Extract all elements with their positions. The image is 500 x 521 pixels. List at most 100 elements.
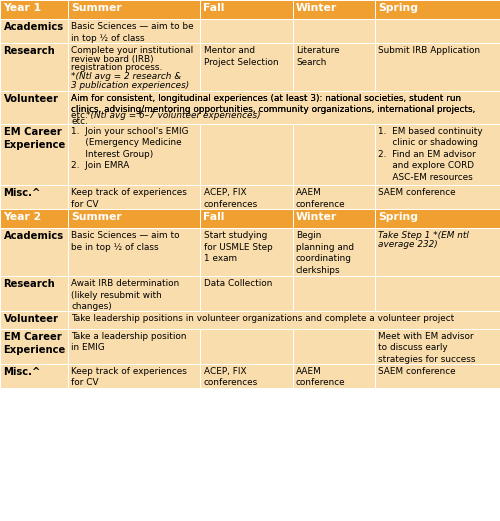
Bar xyxy=(292,209,375,228)
Bar xyxy=(0,43,68,91)
Text: Meet with EM advisor
to discuss early
strategies for success: Meet with EM advisor to discuss early st… xyxy=(378,332,476,364)
Bar xyxy=(200,228,292,276)
Text: Research: Research xyxy=(4,46,55,56)
Bar xyxy=(375,276,500,311)
Bar xyxy=(68,124,200,185)
Text: Year 1: Year 1 xyxy=(4,3,42,13)
Text: Take leadership positions in volunteer organizations and complete a volunteer pr: Take leadership positions in volunteer o… xyxy=(71,314,454,323)
Text: ACEP, FIX
conferences: ACEP, FIX conferences xyxy=(204,189,258,209)
Bar xyxy=(200,209,292,228)
Text: Year 2: Year 2 xyxy=(4,213,42,222)
Bar xyxy=(0,364,68,388)
Text: Research: Research xyxy=(4,279,55,289)
Text: Basic Sciences — aim to
be in top ½ of class: Basic Sciences — aim to be in top ½ of c… xyxy=(71,231,180,252)
Text: Mentor and
Project Selection: Mentor and Project Selection xyxy=(204,46,278,67)
Bar xyxy=(0,185,68,209)
Bar xyxy=(68,276,200,311)
Bar xyxy=(68,228,200,276)
Text: Fall: Fall xyxy=(204,213,225,222)
Text: Misc.^: Misc.^ xyxy=(4,367,41,377)
Bar xyxy=(0,209,68,228)
Text: Spring: Spring xyxy=(378,3,418,13)
Text: average 232): average 232) xyxy=(378,240,438,249)
Text: *(Ntl avg = 2 research &: *(Ntl avg = 2 research & xyxy=(71,72,181,81)
Text: Take Step 1 *(EM ntl: Take Step 1 *(EM ntl xyxy=(378,231,470,240)
Bar xyxy=(0,228,68,276)
Text: Data Collection: Data Collection xyxy=(204,279,272,288)
Bar xyxy=(292,185,375,209)
Bar xyxy=(375,364,500,388)
Text: Academics: Academics xyxy=(4,231,64,241)
Text: Aim for consistent, longitudinal experiences (at least 3): national societies, s: Aim for consistent, longitudinal experie… xyxy=(71,94,475,115)
Text: 1.  Join your school's EMIG
     (Emergency Medicine
     Interest Group)
2.  Jo: 1. Join your school's EMIG (Emergency Me… xyxy=(71,127,188,170)
Bar xyxy=(200,364,292,388)
Bar xyxy=(0,276,68,311)
Text: registration process.: registration process. xyxy=(71,64,162,72)
Text: EM Career
Experience: EM Career Experience xyxy=(4,332,66,355)
Bar xyxy=(0,19,68,43)
Text: Basic Sciences — aim to be
in top ½ of class: Basic Sciences — aim to be in top ½ of c… xyxy=(71,22,194,43)
Bar xyxy=(292,228,375,276)
Text: Begin
planning and
coordinating
clerkships: Begin planning and coordinating clerkshi… xyxy=(296,231,354,275)
Text: Winter: Winter xyxy=(296,213,337,222)
Bar xyxy=(292,124,375,185)
Bar xyxy=(68,329,200,364)
Text: review board (IRB): review board (IRB) xyxy=(71,55,154,64)
Text: Misc.^: Misc.^ xyxy=(4,189,41,199)
Bar xyxy=(200,0,292,19)
Bar xyxy=(200,329,292,364)
Text: *(Ntl avg = 6–7 volunteer experiences): *(Ntl avg = 6–7 volunteer experiences) xyxy=(86,111,261,120)
Text: Submit IRB Application: Submit IRB Application xyxy=(378,46,480,55)
Bar xyxy=(200,124,292,185)
Text: 1.  EM based continuity
     clinic or shadowing
2.  Find an EM advisor
     and: 1. EM based continuity clinic or shadowi… xyxy=(378,127,483,182)
Bar xyxy=(375,43,500,91)
Bar xyxy=(0,329,68,364)
Text: AAEM
conference: AAEM conference xyxy=(296,189,346,209)
Text: Await IRB determination
(likely resubmit with
changes): Await IRB determination (likely resubmit… xyxy=(71,279,179,311)
Bar xyxy=(375,0,500,19)
Bar xyxy=(292,364,375,388)
Text: Summer: Summer xyxy=(71,3,122,13)
Text: SAEM conference: SAEM conference xyxy=(378,189,456,197)
Bar xyxy=(375,209,500,228)
Text: Complete your institutional: Complete your institutional xyxy=(71,46,193,55)
Text: Volunteer: Volunteer xyxy=(4,314,58,324)
Text: EM Career
Experience: EM Career Experience xyxy=(4,127,66,150)
Bar xyxy=(200,276,292,311)
Text: ACEP, FIX
conferences: ACEP, FIX conferences xyxy=(204,367,258,387)
Bar xyxy=(0,124,68,185)
Text: Aim for consistent, longitudinal experiences (at least 3): national societies, s: Aim for consistent, longitudinal experie… xyxy=(71,94,475,126)
Bar xyxy=(0,0,68,19)
Bar xyxy=(375,329,500,364)
Bar xyxy=(0,311,68,329)
Bar xyxy=(68,91,500,124)
Bar xyxy=(375,124,500,185)
Bar xyxy=(200,19,292,43)
Text: AAEM
conference: AAEM conference xyxy=(296,367,346,387)
Bar xyxy=(68,43,200,91)
Text: Start studying
for USMLE Step
1 exam: Start studying for USMLE Step 1 exam xyxy=(204,231,272,263)
Text: SAEM conference: SAEM conference xyxy=(378,367,456,376)
Bar xyxy=(68,364,200,388)
Bar xyxy=(68,19,200,43)
Text: Keep track of experiences
for CV: Keep track of experiences for CV xyxy=(71,189,187,209)
Bar xyxy=(292,0,375,19)
Bar xyxy=(0,91,68,124)
Bar xyxy=(292,276,375,311)
Text: 3 publication experiences): 3 publication experiences) xyxy=(71,81,189,90)
Bar xyxy=(68,209,200,228)
Bar xyxy=(200,43,292,91)
Text: Academics: Academics xyxy=(4,22,64,32)
Bar xyxy=(68,185,200,209)
Bar xyxy=(375,19,500,43)
Text: Keep track of experiences
for CV: Keep track of experiences for CV xyxy=(71,367,187,387)
Text: etc.: etc. xyxy=(71,111,90,120)
Text: Winter: Winter xyxy=(296,3,337,13)
Text: Take a leadership position
in EMIG: Take a leadership position in EMIG xyxy=(71,332,186,352)
Text: Fall: Fall xyxy=(204,3,225,13)
Bar xyxy=(68,0,200,19)
Bar xyxy=(375,185,500,209)
Text: Volunteer: Volunteer xyxy=(4,94,58,104)
Bar xyxy=(200,185,292,209)
Bar xyxy=(68,311,500,329)
